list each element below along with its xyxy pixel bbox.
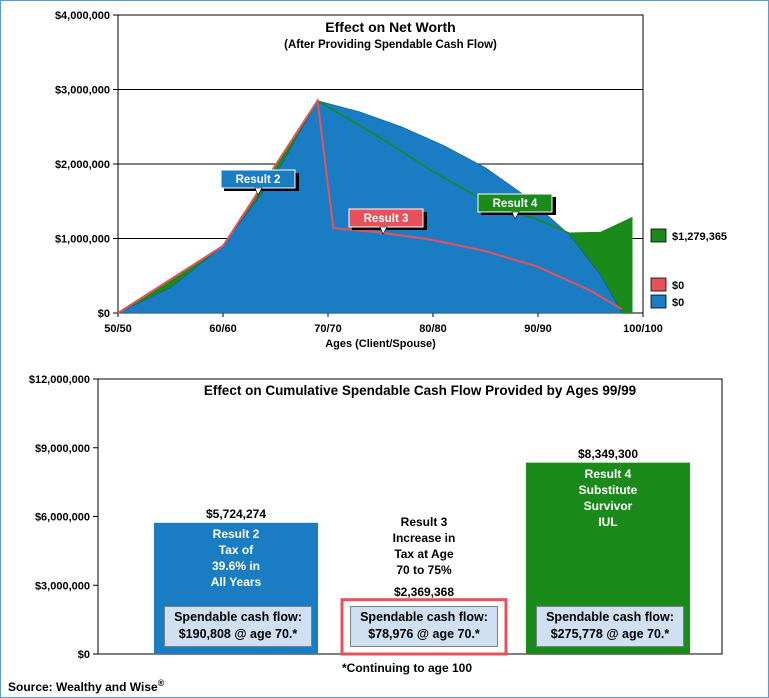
bar-description: Result 4 Substitute Survivor IUL [526, 466, 690, 530]
bar-description-line: All Years [210, 574, 262, 589]
chart-subtitle: (After Providing Spendable Cash Flow) [284, 39, 497, 51]
bar-value-label: $8,349,300 [577, 446, 639, 461]
x-axis-label: Ages (Client/Spouse) [325, 338, 436, 350]
legend-label: $0 [672, 280, 684, 292]
spendable-cash-flow-box: Spendable cash flow: $78,976 @ age 70.* [350, 606, 498, 647]
footnote: *Continuing to age 100 [342, 661, 473, 675]
x-tick-label: 100/100 [623, 323, 663, 335]
callout-result-3-pointer [379, 226, 388, 235]
y-tick-label: $12,000,000 [29, 374, 90, 386]
bar-description-line: Survivor [583, 498, 633, 513]
bar-description-line: 39.6% in [211, 558, 261, 573]
y-tick-label: $6,000,000 [35, 512, 90, 524]
legend-label: $1,279,365 [672, 231, 727, 243]
bar-description-line: Tax of [218, 542, 254, 557]
bar-value-label: $5,724,274 [205, 506, 267, 521]
cash-flow-line: Spendable cash flow: [174, 610, 302, 624]
cash-flow-line: Spendable cash flow: [360, 610, 488, 624]
bar-description-line: Result 3 [400, 515, 448, 529]
legend-swatch [650, 228, 667, 243]
x-tick-label: 50/50 [104, 323, 132, 335]
bar-value-label: $2,369,368 [393, 585, 455, 599]
y-tick-label: $9,000,000 [35, 443, 90, 455]
x-tick-label: 80/80 [419, 323, 447, 335]
y-tick-label: $1,000,000 [55, 234, 110, 246]
callout-result-3-label: Result 3 [364, 213, 409, 225]
y-tick-label: $0 [78, 649, 90, 661]
cash-flow-line: $78,976 @ age 70.* [368, 627, 480, 641]
cash-flow-line: $190,808 @ age 70.* [178, 627, 298, 641]
x-tick-label: 60/60 [209, 323, 237, 335]
callout-result-4-pointer [511, 211, 520, 220]
x-tick-label: 70/70 [314, 323, 342, 335]
y-tick-label: $3,000,000 [55, 85, 110, 97]
callout-result-2-pointer [254, 187, 263, 196]
net-worth-chart: $0 $1,000,000 $2,000,000 $3,000,000 $4,000,0… [55, 10, 727, 350]
spendable-cash-flow-box: Spendable cash flow: $190,808 @ age 70.* [164, 606, 312, 647]
bar-description: Result 2 Tax of 39.6% in All Years [154, 526, 318, 590]
spendable-cash-flow-box: Spendable cash flow: $275,778 @ age 70.* [536, 606, 684, 647]
y-tick-label: $3,000,000 [35, 580, 90, 592]
bar-description-line: Substitute [578, 482, 638, 497]
y-tick-label: $2,000,000 [55, 159, 110, 171]
bar-description-line: Result 2 [212, 526, 260, 541]
callout-result-2-label: Result 2 [236, 174, 281, 186]
cash-flow-line: $275,778 @ age 70.* [550, 627, 670, 641]
registered-mark: ® [157, 678, 165, 688]
callout-result-4-label: Result 4 [493, 198, 538, 210]
chart-title: Effect on Net Worth [325, 19, 455, 35]
x-tick-label: 90/90 [524, 323, 552, 335]
legend-swatch [650, 277, 667, 292]
bar-description-line: IUL [598, 514, 618, 529]
bar-description: Result 3 Increase in Tax at Age 70 to 75% [342, 514, 506, 578]
legend-label: $0 [672, 297, 684, 309]
y-tick-label: $0 [98, 308, 110, 320]
bar-description-line: 70 to 75% [396, 563, 452, 577]
cash-flow-line: Spendable cash flow: [546, 610, 674, 624]
legend-swatch [650, 294, 667, 309]
source-text: Source: Wealthy and Wise [8, 680, 158, 694]
bar-description-line: Result 4 [584, 466, 632, 481]
bar-description-line: Increase in [392, 531, 456, 545]
chart-title: Effect on Cumulative Spendable Cash Flow… [204, 383, 636, 398]
y-tick-label: $4,000,000 [55, 10, 110, 22]
bar-description-line: Tax at Age [394, 547, 454, 561]
source-credit: Source: Wealthy and Wise® [8, 678, 164, 694]
